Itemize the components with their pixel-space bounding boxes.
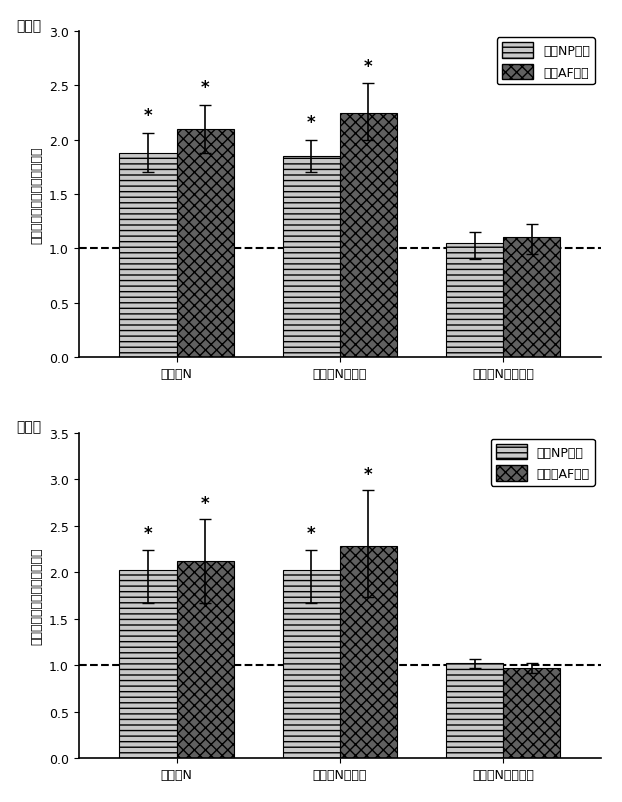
- Bar: [340, 113, 397, 358]
- Text: 図５ｂ: 図５ｂ: [16, 420, 41, 434]
- Legend: ウシNP細胞, ウシAF細胞: ウシNP細胞, ウシAF細胞: [497, 38, 595, 85]
- Bar: [119, 571, 177, 759]
- Bar: [446, 663, 503, 759]
- Text: *: *: [307, 114, 315, 132]
- Text: *: *: [201, 79, 210, 97]
- Y-axis label: 正規化プロテオグリカン合成: 正規化プロテオグリカン合成: [30, 547, 44, 645]
- Text: *: *: [201, 494, 210, 512]
- Bar: [283, 571, 340, 759]
- Bar: [283, 157, 340, 358]
- Legend: ヒトNP細胞, ヒトｉAF細胞: ヒトNP細胞, ヒトｉAF細胞: [491, 439, 595, 486]
- Text: *: *: [364, 58, 373, 75]
- Bar: [503, 668, 560, 759]
- Bar: [340, 546, 397, 759]
- Bar: [177, 130, 234, 358]
- Bar: [446, 244, 503, 358]
- Text: *: *: [144, 525, 152, 543]
- Text: *: *: [307, 525, 315, 543]
- Y-axis label: 正規化プロテオグリカン合成: 正規化プロテオグリカン合成: [30, 146, 44, 244]
- Bar: [119, 153, 177, 358]
- Text: *: *: [364, 465, 373, 484]
- Bar: [503, 238, 560, 358]
- Bar: [177, 561, 234, 759]
- Text: *: *: [144, 107, 152, 125]
- Text: 図５ａ: 図５ａ: [16, 19, 41, 33]
